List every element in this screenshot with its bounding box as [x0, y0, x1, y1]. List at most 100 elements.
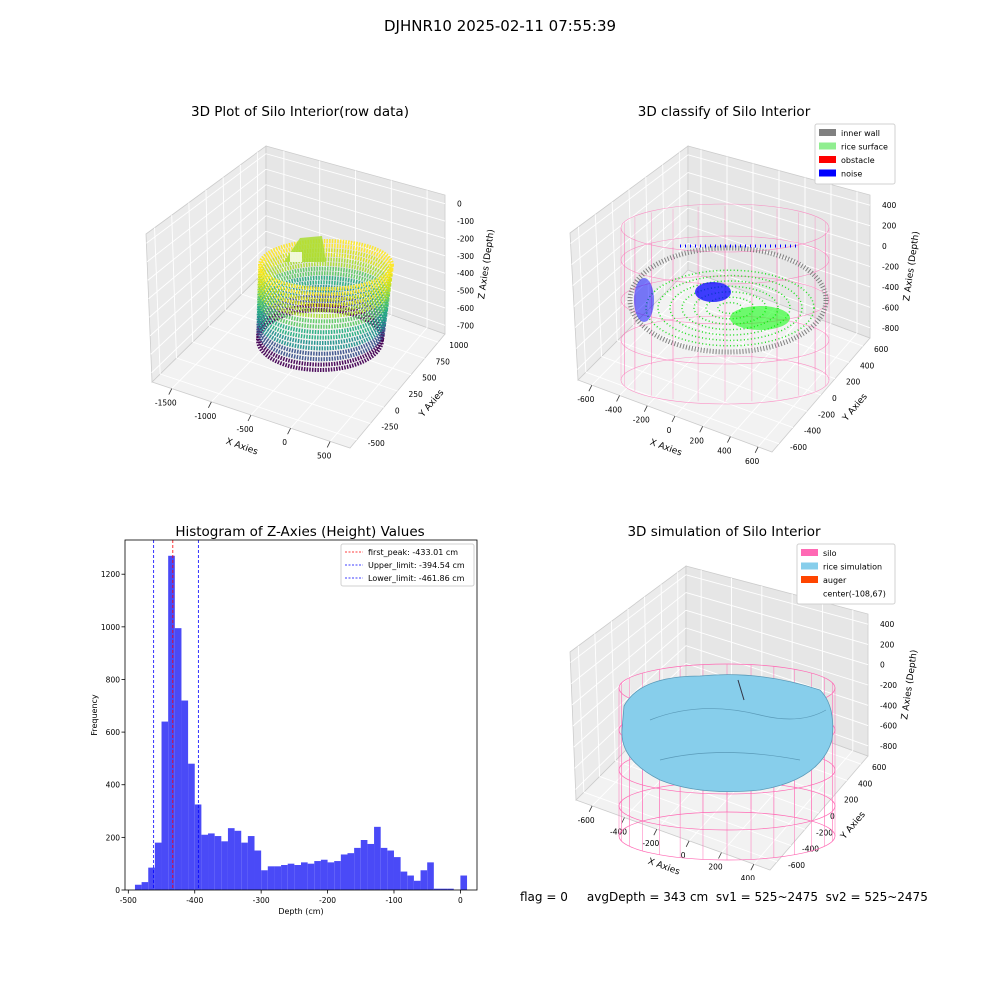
- p4-y-tick-label: 600: [872, 763, 887, 772]
- p4-legend: [796, 543, 896, 605]
- p1-z-tick-label: -100: [457, 217, 474, 226]
- p4-gridline: [571, 592, 687, 685]
- p1-x-tick: [326, 441, 331, 448]
- p4-gridline: [685, 609, 869, 666]
- p1-gridline: [176, 357, 371, 424]
- p4-legend-swatch: [801, 562, 818, 570]
- p1-x-tick-label: -500: [236, 425, 253, 434]
- p1-gridline: [148, 199, 267, 300]
- p1-gridline: [150, 246, 267, 355]
- legend-label: Lower_limit: -461.86 cm: [368, 574, 465, 583]
- histogram-bar: [387, 850, 394, 890]
- panel1-3d-scatter: -1500-1000-5000500-500-25002505007501000…: [145, 145, 497, 460]
- p4-legend-label: silo: [823, 549, 837, 558]
- x-tick-label: 0: [458, 896, 463, 905]
- p2-x-axis-label: X Axies: [648, 438, 683, 459]
- panel3-histogram: -500 -400 -300 -200 -100 0 0 200 400 600 800 1000 12…: [90, 539, 478, 916]
- p1-gridline: [265, 153, 446, 205]
- p1-x-tick: [287, 428, 291, 435]
- p4-x-tick: [685, 840, 690, 848]
- p4-gridline: [685, 592, 869, 645]
- p4-gridline: [599, 776, 792, 846]
- panel4-title: 3D simulation of Silo Interior: [627, 524, 821, 540]
- p1-z-tick-label: -200: [457, 234, 474, 243]
- p2-inner-wall: [627, 245, 829, 355]
- p1-z-tick-label: -300: [457, 252, 474, 261]
- p2-x-tick: [616, 395, 620, 402]
- p1-z-tick-label: -600: [457, 304, 474, 313]
- p4-y-tick-label: -200: [816, 828, 833, 837]
- p4-z-tick-label: -200: [880, 681, 897, 690]
- histogram-bar: [241, 842, 248, 890]
- p1-gridline: [159, 373, 357, 441]
- x-tick-label: -500: [120, 896, 137, 905]
- p4-gridline: [572, 627, 687, 727]
- p2-legend-label: rice surface: [841, 143, 888, 152]
- histogram-bar: [420, 870, 428, 890]
- p4-z-tick-label: 0: [880, 661, 885, 670]
- p2-rice-surface: [645, 269, 815, 347]
- histogram-bar: [307, 863, 315, 890]
- y-tick-label: 1200: [101, 570, 120, 579]
- p2-legend-swatch: [819, 142, 836, 150]
- histogram-bar: [360, 840, 368, 890]
- p1-z-tick-label: 0: [457, 200, 462, 209]
- histogram-bar: [380, 847, 388, 890]
- p2-x-tick: [727, 436, 731, 443]
- p2-x-tick-label: -400: [605, 405, 622, 414]
- p2-gridline: [585, 371, 780, 445]
- p2-gridline: [687, 154, 871, 206]
- p1-gridline: [147, 184, 267, 281]
- p1-z-axis-label: Z Axies (Depth): [477, 229, 497, 300]
- p2-gridline: [648, 308, 836, 380]
- p2-y-axis-label: Y Axies: [841, 392, 870, 424]
- p2-silo-ring: [620, 235, 830, 285]
- p2-z-tick-label: -800: [882, 324, 899, 333]
- p2-rice-surface: [669, 280, 791, 336]
- p1-x-tick: [208, 401, 212, 408]
- p4-x-tick-label: -600: [578, 816, 595, 825]
- p2-z-tick-label: 400: [882, 201, 897, 210]
- legend-label: Upper_limit: -394.54 cm: [368, 561, 465, 570]
- p2-silo-ring: [620, 203, 830, 253]
- p2-rice-surface: [717, 301, 743, 315]
- histogram-bar: [188, 763, 195, 890]
- histogram-bar: [340, 854, 348, 890]
- p4-auger-marker: [737, 679, 745, 701]
- p4-x-tick: [750, 863, 755, 871]
- p4-y-tick-label: 200: [844, 796, 859, 805]
- p4-z-axis-label: Z Axies (Depth): [900, 649, 920, 720]
- histogram-bar: [367, 843, 375, 890]
- p4-y-axis-label: Y Axies: [839, 810, 868, 842]
- p4-y-tick-label: -400: [802, 845, 819, 854]
- histogram-bar: [460, 875, 468, 890]
- p4-z-tick-label: 200: [880, 640, 895, 649]
- p2-rice-surface: [681, 285, 779, 331]
- p1-y-tick-label: -500: [368, 439, 385, 448]
- histogram-bar: [134, 884, 142, 890]
- histogram-bar: [334, 861, 341, 890]
- p4-x-tick-label: -200: [642, 839, 659, 848]
- p2-gridline: [574, 225, 689, 328]
- p4-legend-label: center(-108,67): [823, 590, 886, 599]
- p2-x-tick-label: -200: [633, 416, 650, 425]
- p4-x-axis-label: X Axies: [646, 857, 681, 878]
- histogram-bar: [267, 866, 275, 890]
- p2-z-tick-label: 200: [882, 222, 897, 231]
- x-tick-label: -200: [319, 896, 336, 905]
- histogram-bar: [208, 833, 215, 890]
- p2-gridline: [687, 172, 871, 227]
- p2-y-tick-label: -600: [790, 443, 807, 452]
- histogram-bar: [227, 828, 235, 890]
- p2-rice-dense: [730, 306, 790, 330]
- p1-y-tick-label: -250: [381, 423, 398, 432]
- p2-x-tick-label: 400: [717, 447, 732, 456]
- y-tick-label: 400: [106, 781, 121, 790]
- p4-x-tick-label: 400: [741, 874, 756, 880]
- p2-legend: [814, 123, 896, 185]
- p1-gridline: [265, 184, 446, 239]
- histogram-bar: [433, 888, 441, 890]
- y-tick-label: 0: [115, 886, 120, 895]
- histogram-bar: [221, 841, 228, 890]
- p2-x-tick: [671, 415, 676, 423]
